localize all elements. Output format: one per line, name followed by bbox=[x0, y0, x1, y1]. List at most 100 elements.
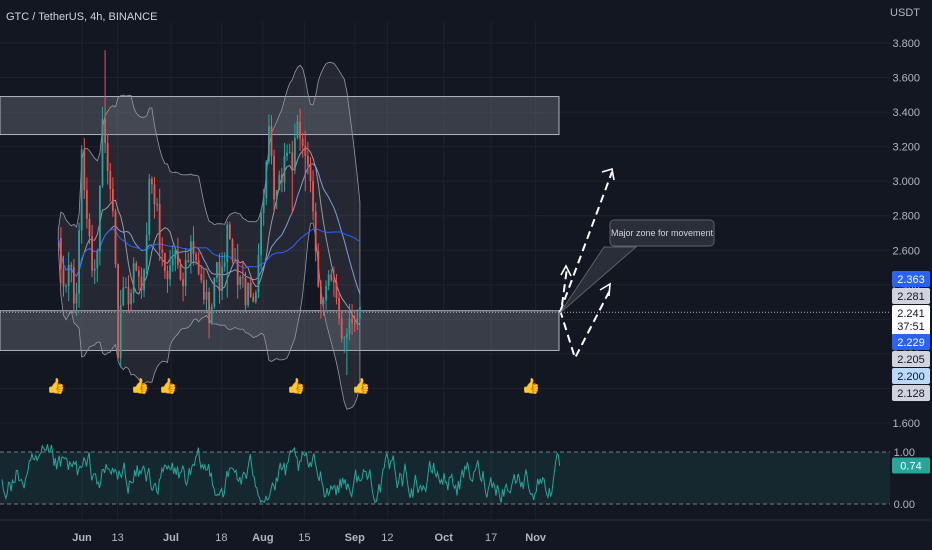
candle[interactable] bbox=[262, 198, 265, 214]
candle[interactable] bbox=[80, 149, 83, 231]
candle[interactable] bbox=[210, 306, 213, 324]
candle[interactable] bbox=[150, 178, 153, 185]
candle[interactable] bbox=[158, 203, 161, 250]
candle[interactable] bbox=[197, 260, 200, 275]
candle[interactable] bbox=[330, 274, 333, 281]
candle[interactable] bbox=[135, 263, 138, 271]
candle[interactable] bbox=[327, 274, 330, 287]
candle[interactable] bbox=[143, 269, 145, 291]
candle[interactable] bbox=[241, 276, 244, 278]
candle[interactable] bbox=[65, 285, 67, 287]
candle[interactable] bbox=[312, 181, 314, 212]
candle[interactable] bbox=[215, 262, 218, 278]
candle[interactable] bbox=[78, 230, 80, 294]
candle[interactable] bbox=[137, 270, 140, 277]
candle[interactable] bbox=[140, 276, 143, 291]
candle[interactable] bbox=[231, 239, 234, 261]
candle[interactable] bbox=[132, 263, 135, 294]
candles[interactable] bbox=[59, 50, 361, 376]
candle[interactable] bbox=[114, 211, 117, 265]
candle[interactable] bbox=[91, 236, 93, 271]
candle[interactable] bbox=[338, 297, 340, 319]
candle[interactable] bbox=[111, 188, 114, 212]
candle[interactable] bbox=[195, 254, 197, 261]
candle[interactable] bbox=[109, 170, 112, 189]
candle[interactable] bbox=[117, 264, 119, 358]
candle[interactable] bbox=[96, 251, 99, 269]
candle[interactable] bbox=[314, 211, 317, 252]
candle[interactable] bbox=[124, 287, 127, 289]
candle[interactable] bbox=[176, 250, 179, 266]
candle[interactable] bbox=[156, 203, 158, 205]
candle[interactable] bbox=[189, 241, 192, 263]
candle[interactable] bbox=[182, 279, 184, 287]
candle[interactable] bbox=[223, 262, 226, 267]
candle[interactable] bbox=[130, 293, 132, 305]
candle[interactable] bbox=[296, 121, 299, 138]
candle[interactable] bbox=[322, 300, 325, 304]
candle[interactable] bbox=[239, 276, 242, 285]
candle[interactable] bbox=[249, 282, 252, 297]
annotation-callout[interactable]: Major zone for movement bbox=[559, 219, 715, 314]
candle[interactable] bbox=[278, 174, 281, 191]
candle[interactable] bbox=[75, 293, 78, 304]
candle[interactable] bbox=[356, 318, 359, 325]
candle[interactable] bbox=[218, 262, 221, 291]
candle[interactable] bbox=[83, 149, 86, 190]
candle[interactable] bbox=[257, 255, 260, 293]
candle[interactable] bbox=[166, 271, 169, 280]
candle[interactable] bbox=[119, 305, 122, 358]
candle[interactable] bbox=[332, 280, 335, 283]
candle[interactable] bbox=[319, 286, 322, 304]
candle[interactable] bbox=[280, 174, 283, 183]
candle[interactable] bbox=[200, 274, 203, 281]
candle[interactable] bbox=[101, 119, 104, 186]
candle[interactable] bbox=[358, 307, 361, 319]
candle[interactable] bbox=[145, 234, 148, 270]
candle[interactable] bbox=[317, 251, 320, 287]
candle[interactable] bbox=[288, 152, 291, 154]
candle[interactable] bbox=[283, 156, 286, 183]
candle[interactable] bbox=[299, 121, 301, 139]
candle[interactable] bbox=[205, 291, 208, 300]
candle[interactable] bbox=[59, 238, 62, 270]
candle[interactable] bbox=[62, 269, 65, 287]
candle[interactable] bbox=[93, 268, 96, 271]
candle[interactable] bbox=[260, 213, 262, 256]
candle[interactable] bbox=[291, 152, 294, 171]
candle[interactable] bbox=[169, 265, 171, 280]
candle[interactable] bbox=[192, 241, 195, 255]
candle[interactable] bbox=[340, 318, 343, 339]
candle[interactable] bbox=[236, 259, 239, 285]
candle[interactable] bbox=[254, 292, 257, 302]
candle[interactable] bbox=[275, 190, 278, 200]
candle[interactable] bbox=[351, 318, 353, 324]
candle[interactable] bbox=[293, 137, 296, 171]
candle[interactable] bbox=[325, 286, 327, 301]
candle[interactable] bbox=[306, 155, 309, 166]
candle[interactable] bbox=[343, 337, 346, 339]
candle[interactable] bbox=[270, 126, 273, 156]
candle[interactable] bbox=[70, 264, 73, 268]
candle[interactable] bbox=[127, 287, 130, 305]
candle[interactable] bbox=[122, 287, 125, 306]
candle[interactable] bbox=[208, 291, 210, 324]
candle[interactable] bbox=[187, 260, 190, 263]
candle[interactable] bbox=[221, 266, 223, 291]
candle[interactable] bbox=[304, 145, 307, 156]
candle[interactable] bbox=[213, 277, 216, 307]
candle[interactable] bbox=[228, 224, 231, 240]
candle[interactable] bbox=[265, 161, 268, 199]
candle[interactable] bbox=[98, 185, 101, 252]
candle[interactable] bbox=[353, 323, 356, 325]
candle[interactable] bbox=[184, 260, 187, 287]
candle[interactable] bbox=[106, 143, 109, 171]
candle[interactable] bbox=[244, 277, 247, 306]
candle[interactable] bbox=[348, 318, 351, 334]
candle[interactable] bbox=[335, 282, 338, 298]
candle[interactable] bbox=[247, 282, 249, 306]
candle[interactable] bbox=[163, 252, 166, 272]
candle[interactable] bbox=[161, 249, 164, 253]
candle[interactable] bbox=[309, 165, 312, 182]
